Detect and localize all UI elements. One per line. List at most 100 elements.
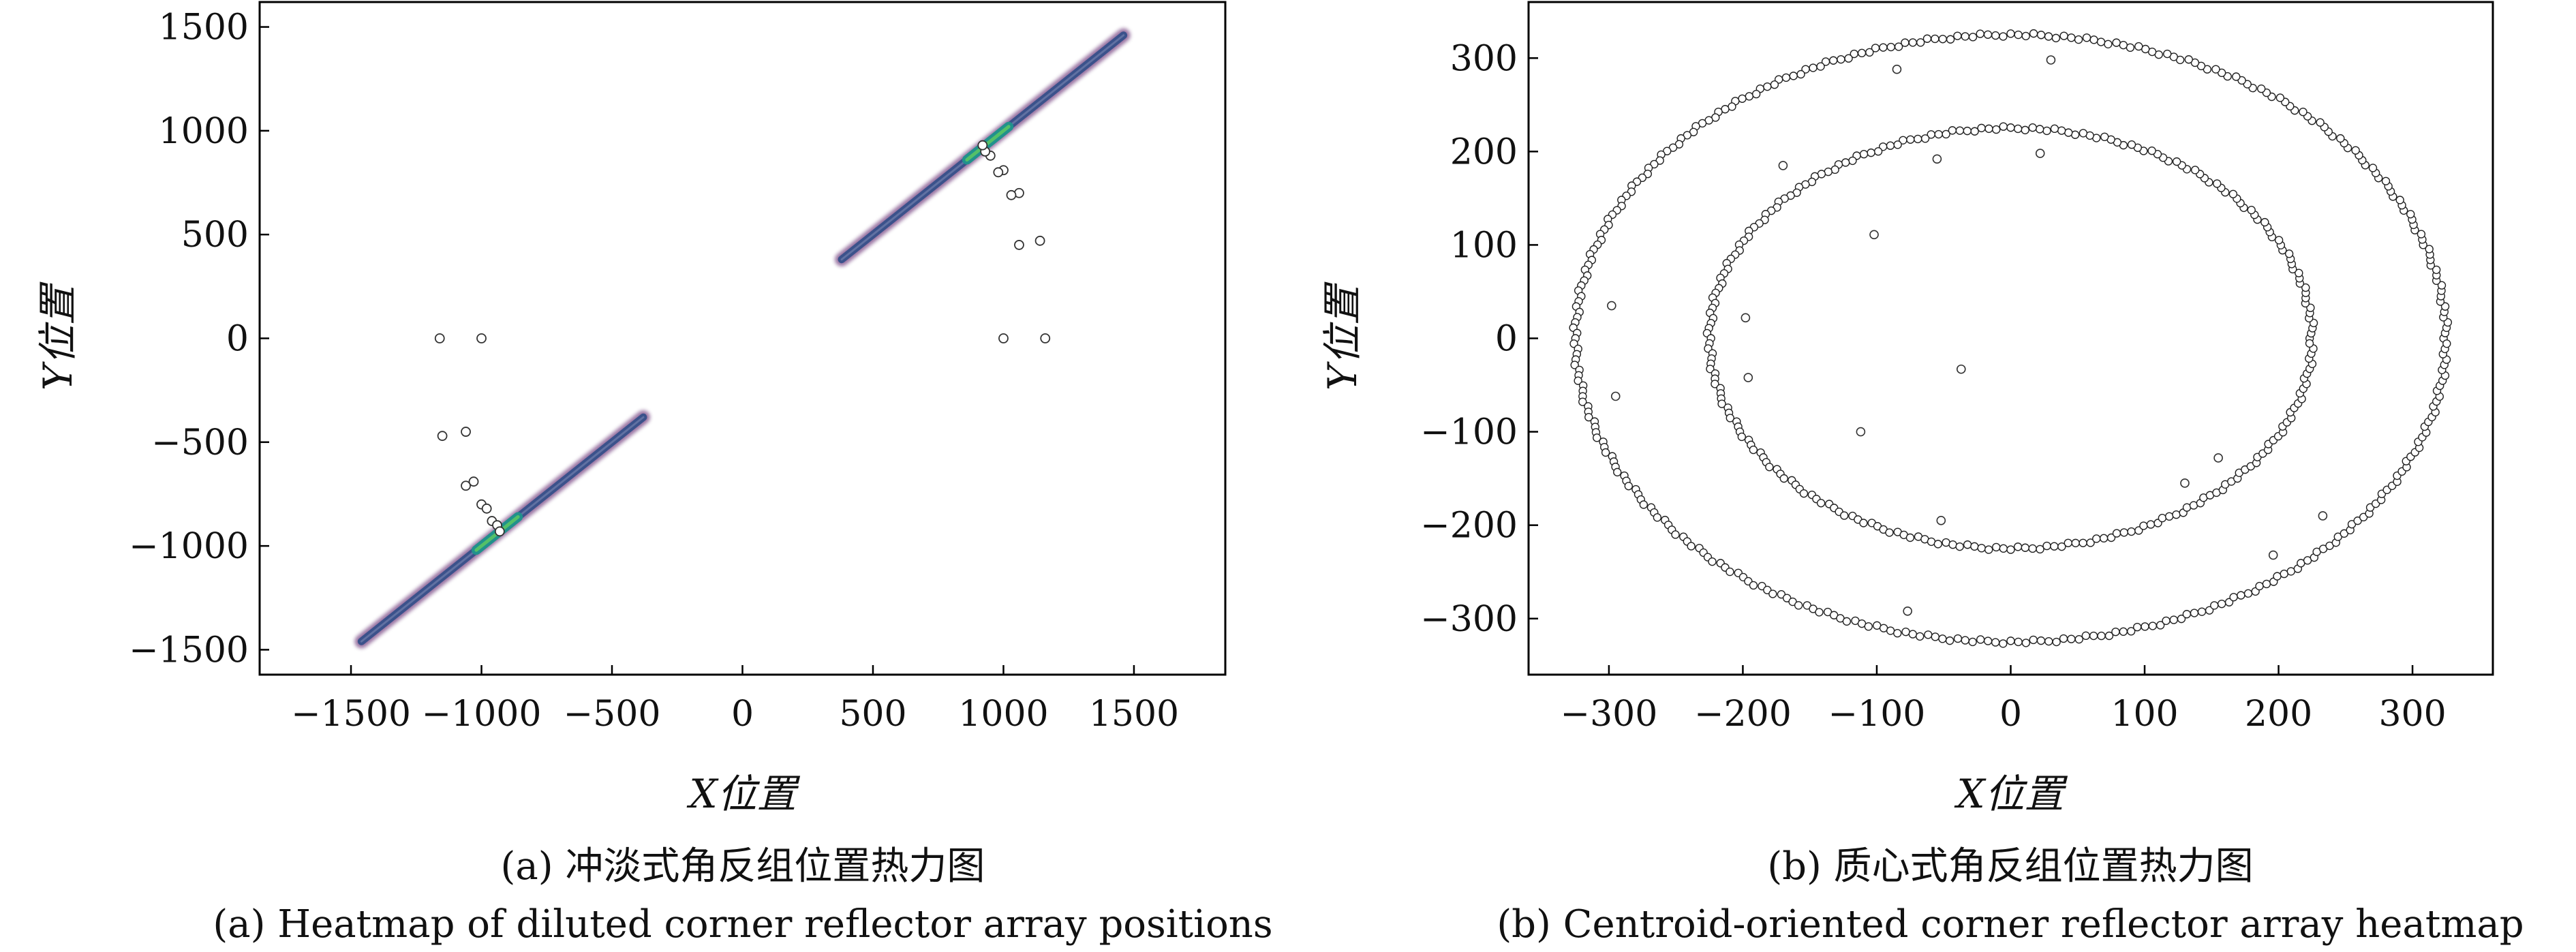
ring-point <box>1799 489 1809 498</box>
panel-a-plot-area <box>258 1 1227 676</box>
ring-point <box>2134 42 2143 51</box>
ring-point <box>2395 196 2404 204</box>
ring-point <box>2158 514 2167 523</box>
ring-point <box>2255 581 2264 591</box>
ring-point <box>1879 43 1888 52</box>
ring-point <box>2127 527 2136 536</box>
panel-a-marks <box>354 28 1131 649</box>
ring-point <box>1931 34 1939 44</box>
ring-point <box>2119 528 2129 537</box>
ring-point <box>2089 35 2098 44</box>
caption-a-chinese: (a) 冲淡式角反组位置热力图 <box>501 844 985 889</box>
panel-a-x-tick-label: −1500 <box>291 694 411 735</box>
ring-point <box>1948 126 1957 135</box>
ring-point <box>2104 40 2113 49</box>
ring-point <box>2014 30 2023 40</box>
ring-point <box>1639 500 1649 509</box>
ring-point <box>2059 634 2068 643</box>
ring-point <box>1840 511 1849 520</box>
ring-point <box>2351 146 2360 155</box>
ring-point <box>1924 630 1933 639</box>
ring-point <box>1821 57 1830 66</box>
ring-point <box>2057 126 2066 135</box>
ring-point <box>1578 397 1587 406</box>
ring-point <box>2169 615 2178 624</box>
scatter-point <box>2318 511 2328 521</box>
ring-point <box>1726 414 1734 423</box>
ring-point <box>2274 236 2284 245</box>
ring-point <box>1873 147 1883 156</box>
ring-point <box>1765 463 1774 472</box>
panel-b-x-tick-label: −300 <box>1561 694 1658 735</box>
ring-point <box>2006 636 2015 645</box>
panel-a-x-tick-label: −500 <box>564 694 661 735</box>
ring-point <box>1945 636 1954 645</box>
ring-point <box>1809 63 1818 72</box>
ring-point <box>1908 630 1918 639</box>
scatter-point <box>1903 606 1912 616</box>
ring-point <box>1977 123 1986 133</box>
ring-point <box>2064 128 2073 137</box>
ring-point <box>2097 631 2106 641</box>
scatter-point <box>2180 478 2190 488</box>
ring-point <box>1842 617 1852 626</box>
ring-point <box>2059 31 2068 40</box>
ring-point <box>1963 126 1972 136</box>
ring-point <box>2437 281 2447 290</box>
scatter-point <box>2046 55 2056 65</box>
ring-point <box>1999 122 2008 131</box>
ring-point <box>1781 73 1791 82</box>
ring-point <box>1992 542 2001 552</box>
ring-point <box>2035 125 2044 134</box>
ring-point <box>1601 448 1610 457</box>
panel-a-x-tick-label: 0 <box>731 694 754 735</box>
ring-point <box>1953 31 1962 40</box>
panel-b-y-tick-label: 300 <box>1450 38 1518 79</box>
scatter-point <box>1956 364 1966 374</box>
ring-point <box>1687 542 1696 551</box>
ring-point <box>1574 376 1582 385</box>
ring-point <box>2044 636 2053 646</box>
ring-point <box>1829 56 1838 65</box>
ring-point <box>1570 360 1579 369</box>
ring-point <box>1717 399 1726 408</box>
ring-point <box>1816 499 1826 508</box>
panel-b-y-tick-label: 200 <box>1450 132 1518 172</box>
ring-point <box>1864 622 1873 631</box>
ring-point <box>2112 529 2121 538</box>
outlier-point <box>977 140 988 151</box>
ring-point <box>1991 31 2000 40</box>
ring-point <box>1779 474 1788 483</box>
scatter-point <box>1856 427 1866 437</box>
ring-point <box>2067 33 2076 42</box>
ring-point <box>1770 80 1779 89</box>
ring-point <box>1970 127 1979 136</box>
ring-point <box>2126 43 2135 52</box>
ring-point <box>1931 632 1939 641</box>
panel-a-y-tick-label: −1000 <box>129 526 249 567</box>
ring-point <box>2042 126 2051 136</box>
ring-point <box>1961 32 1969 41</box>
ring-point <box>2164 512 2174 521</box>
ring-point <box>1859 519 1868 527</box>
ring-point <box>1983 30 1993 39</box>
ring-point <box>1871 44 1880 52</box>
ring-point <box>1992 125 2001 134</box>
ring-point <box>2086 538 2095 547</box>
ring-point <box>2148 621 2158 630</box>
outlier-point <box>461 480 471 491</box>
ring-point <box>1906 135 1915 144</box>
ring-point <box>2217 599 2226 609</box>
ring-point <box>2243 589 2253 598</box>
panel-a-x-tick-label: 1000 <box>958 694 1048 735</box>
outlier-point <box>434 333 445 343</box>
ring-point <box>2028 544 2037 553</box>
scatter-point <box>1892 64 1902 74</box>
ring-point <box>2299 107 2307 117</box>
ring-point <box>2368 164 2378 172</box>
ring-point <box>2081 631 2090 641</box>
ring-point <box>2089 631 2098 641</box>
ring-point <box>2163 49 2172 59</box>
panel-b-x-tick-label: 300 <box>2378 694 2446 735</box>
outlier-point <box>1006 189 1017 200</box>
